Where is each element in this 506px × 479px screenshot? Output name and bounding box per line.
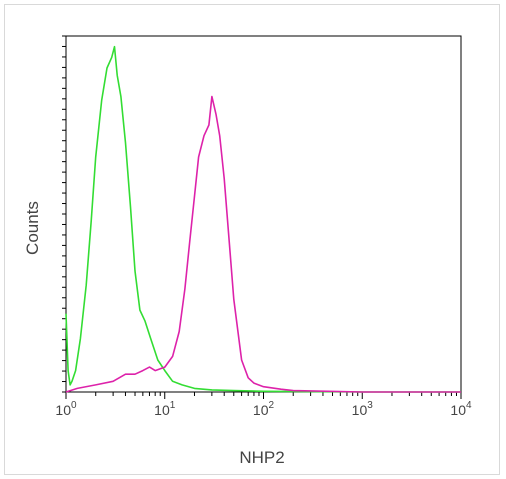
x-tick-exponent: 2 <box>269 400 275 411</box>
x-tick-base: 10 <box>154 402 170 418</box>
x-tick-base: 10 <box>253 402 269 418</box>
plot-area-frame <box>65 35 462 393</box>
series-line-magenta <box>65 95 461 393</box>
series-lines <box>65 45 461 393</box>
series-line-green <box>65 45 461 393</box>
y-axis-ticks <box>62 35 66 393</box>
x-tick-label: 101 <box>154 400 176 418</box>
x-tick-base: 10 <box>450 402 466 418</box>
x-tick-label: 102 <box>253 400 275 418</box>
x-tick-base: 10 <box>55 402 71 418</box>
x-tick-exponent: 0 <box>71 400 77 411</box>
x-tick-exponent: 1 <box>170 400 176 411</box>
x-tick-label: 104 <box>450 400 472 418</box>
x-tick-label: 100 <box>55 400 77 418</box>
x-axis-label: NHP2 <box>239 448 284 467</box>
x-tick-labels: 100 101 102 103 104 <box>55 400 472 418</box>
y-axis-label: Counts <box>23 201 42 255</box>
x-tick-label: 103 <box>352 400 374 418</box>
x-tick-base: 10 <box>352 402 368 418</box>
x-axis-ticks <box>65 392 462 399</box>
figure-frame <box>4 4 500 475</box>
x-tick-exponent: 3 <box>367 400 373 411</box>
x-tick-exponent: 4 <box>466 400 472 411</box>
